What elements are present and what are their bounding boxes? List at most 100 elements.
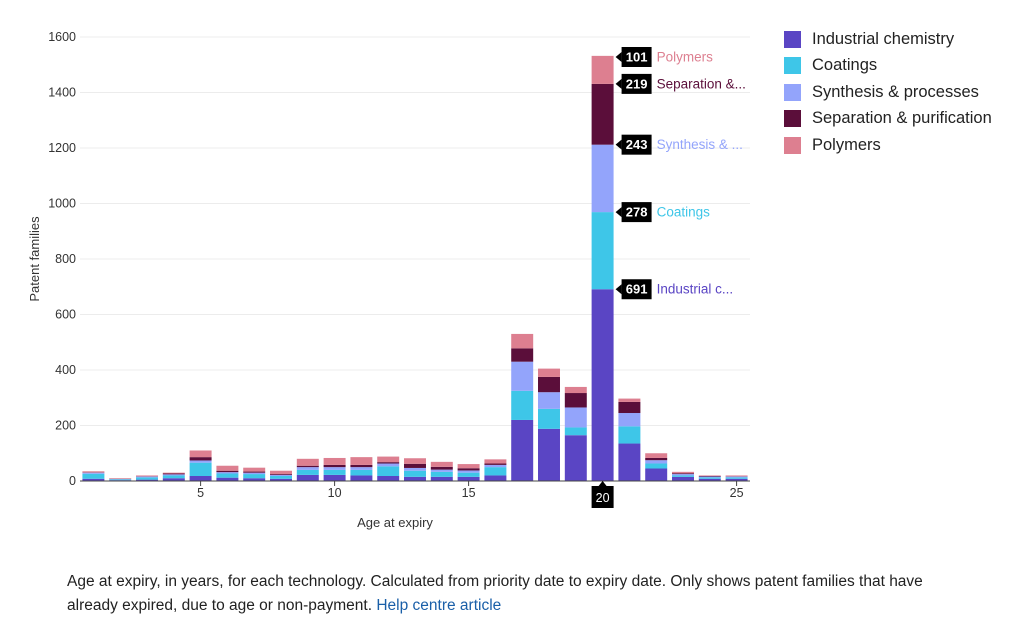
bar-segment bbox=[109, 478, 132, 479]
bar-segment bbox=[430, 469, 453, 472]
bar-segment bbox=[645, 460, 668, 464]
legend-label: Industrial chemistry bbox=[812, 29, 955, 48]
bar-segment bbox=[698, 476, 721, 478]
bar-segment bbox=[162, 478, 185, 481]
bar-segment bbox=[404, 476, 426, 481]
bar-segment bbox=[645, 463, 668, 469]
hover-label-box bbox=[621, 73, 652, 94]
bar-segment bbox=[564, 393, 587, 408]
hover-label-text: Synthesis & ... bbox=[657, 137, 743, 152]
bar-segment bbox=[618, 398, 641, 402]
bar-segment bbox=[591, 289, 614, 481]
hover-x-label-arrow bbox=[598, 481, 607, 486]
legend-swatch bbox=[784, 30, 801, 48]
bar-segment bbox=[538, 428, 560, 481]
hover-label-value: 219 bbox=[626, 76, 648, 91]
bar-segment bbox=[538, 376, 560, 393]
bar-segment bbox=[618, 426, 641, 444]
bar-segment bbox=[404, 467, 426, 471]
legend-item[interactable]: Polymers bbox=[784, 132, 992, 159]
legend-item[interactable]: Industrial chemistry bbox=[784, 26, 992, 53]
bar-segment bbox=[350, 464, 373, 468]
bar-segment bbox=[216, 465, 239, 471]
bar-segment bbox=[538, 408, 560, 429]
chart-caption: Age at expiry, in years, for each techno… bbox=[67, 570, 967, 618]
bar-segment bbox=[404, 458, 426, 464]
bar-segment bbox=[350, 475, 373, 481]
bar-segment bbox=[484, 463, 507, 465]
bar-segment bbox=[82, 478, 105, 481]
bar-segment bbox=[189, 462, 212, 477]
bar-segment bbox=[645, 468, 668, 481]
y-tick-label: 0 bbox=[69, 474, 76, 488]
bar-segment bbox=[296, 474, 319, 481]
hover-label-arrow bbox=[615, 139, 622, 150]
y-tick-label: 600 bbox=[55, 308, 76, 322]
x-axis-title: Age at expiry bbox=[357, 515, 433, 530]
bar-segment bbox=[484, 467, 507, 476]
x-tick-label: 5 bbox=[197, 486, 204, 500]
bar-segment bbox=[698, 475, 721, 477]
bar-segment bbox=[457, 476, 480, 481]
hover-label-value: 243 bbox=[626, 137, 648, 152]
bar-segment bbox=[457, 472, 480, 477]
bar-segment bbox=[430, 476, 453, 481]
bar-segment bbox=[404, 463, 426, 468]
hover-label-text: Coatings bbox=[657, 205, 711, 220]
bar-segment bbox=[591, 212, 614, 290]
bar-segment bbox=[136, 477, 158, 480]
legend: Industrial chemistry Coatings Synthesis & … bbox=[784, 26, 992, 159]
bar-segment bbox=[511, 333, 534, 349]
y-axis-title: Patent families bbox=[27, 216, 42, 302]
bar-segment bbox=[645, 457, 668, 461]
hover-label-text: Polymers bbox=[657, 50, 714, 65]
bar-segment bbox=[430, 466, 453, 470]
bar-segment bbox=[243, 471, 266, 473]
y-tick-label: 800 bbox=[55, 252, 76, 266]
bar-segment bbox=[216, 472, 239, 474]
hover-x-label: 20 bbox=[596, 491, 610, 505]
hover-label-value: 278 bbox=[626, 205, 648, 220]
bar-segment bbox=[698, 476, 721, 477]
legend-item[interactable]: Separation & purification bbox=[784, 106, 992, 133]
bar-segment bbox=[430, 471, 453, 477]
bar-segment bbox=[350, 467, 373, 470]
bar-segment bbox=[243, 478, 266, 481]
bar-segment bbox=[82, 471, 105, 473]
bar-segment bbox=[82, 473, 105, 479]
bar-segment bbox=[162, 473, 185, 475]
bar-segment bbox=[270, 476, 292, 479]
bar-segment bbox=[323, 474, 346, 481]
bar-segment bbox=[136, 475, 158, 477]
bar-segment bbox=[404, 470, 426, 477]
bar-segment bbox=[243, 467, 266, 472]
hover-label-box bbox=[621, 279, 652, 300]
bar-segment bbox=[725, 477, 748, 479]
bar-segment bbox=[350, 469, 373, 476]
bar-segment bbox=[618, 443, 641, 481]
bar-segment bbox=[618, 413, 641, 427]
bar-segment bbox=[484, 459, 507, 464]
bar-segment bbox=[216, 470, 239, 473]
bar-segment bbox=[672, 471, 694, 474]
legend-item[interactable]: Synthesis & processes bbox=[784, 79, 992, 106]
bar-segment bbox=[725, 478, 748, 481]
bar-segment bbox=[511, 419, 534, 481]
bar-segment bbox=[725, 475, 748, 477]
y-tick-label: 1400 bbox=[48, 86, 76, 100]
stacked-bar-chart: 0 200 400 600 800 1000 1200 1400 1600 5 10 15 25 20 Ag… bbox=[27, 30, 750, 530]
bar-segment bbox=[511, 361, 534, 391]
hover-label-arrow bbox=[615, 207, 622, 218]
bar-segment bbox=[216, 477, 239, 481]
help-centre-link[interactable]: Help centre article bbox=[376, 597, 502, 614]
bar-segment bbox=[243, 472, 266, 475]
legend-item[interactable]: Coatings bbox=[784, 53, 992, 80]
hover-x-label-box bbox=[591, 486, 614, 508]
x-tick-label: 10 bbox=[328, 486, 342, 500]
bar-segment bbox=[82, 472, 105, 474]
bar-segment bbox=[377, 476, 400, 481]
legend-label: Synthesis & processes bbox=[812, 82, 979, 101]
bar-segment bbox=[591, 83, 614, 145]
bar-segment bbox=[698, 478, 721, 481]
bar-segment bbox=[270, 478, 292, 481]
